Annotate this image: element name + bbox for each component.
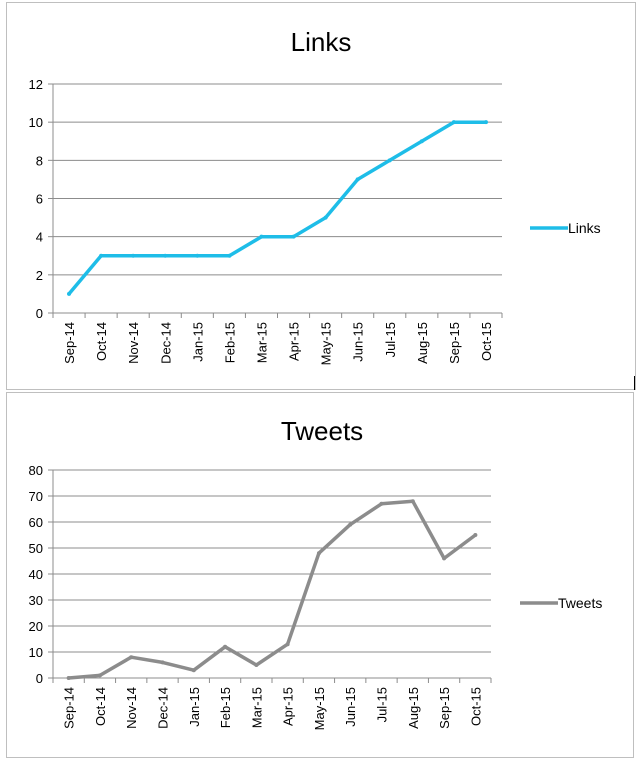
- links-legend-label: Links: [568, 220, 601, 236]
- tweets-y-tick-label: 80: [29, 463, 43, 478]
- tweets-chart-panel: Tweets 0 10 20 30 40 50 60 70 80 Sep-14 Oct-14 Nov-1…: [6, 392, 634, 758]
- tweets-data-point: [66, 676, 71, 680]
- links-data-point: [163, 253, 168, 258]
- links-data-point: [323, 215, 328, 220]
- links-chart-panel: Links 0 2 4 6 8 10 12 Sep-14 Oct-14 Nov-14 Dec-14 Ja…: [6, 2, 636, 390]
- tweets-y-tick-label: 70: [29, 489, 43, 504]
- tweets-chart: Tweets 0 10 20 30 40 50 60 70 80 Sep-14 Oct-14 Nov-1…: [29, 416, 603, 730]
- links-data-point: [131, 253, 136, 258]
- tweets-x-tick-label: Apr-15: [281, 687, 296, 726]
- tweets-x-tick-label: Aug-15: [406, 687, 421, 729]
- links-data-point: [387, 158, 392, 163]
- tweets-x-tick-label: Oct-15: [468, 687, 483, 726]
- links-x-tick-label: Dec-14: [158, 322, 173, 364]
- links-x-tick-label: Mar-15: [254, 322, 269, 363]
- links-data-point: [67, 291, 72, 296]
- links-x-tick-label: Jul-15: [383, 322, 398, 357]
- tweets-y-tick-label: 20: [29, 619, 43, 634]
- tweets-data-point: [379, 501, 384, 506]
- links-x-tick-label: Oct-14: [94, 322, 109, 361]
- tweets-data-point: [442, 556, 447, 561]
- links-y-tick-label: 4: [36, 230, 43, 245]
- links-y-tick-label: 2: [36, 268, 43, 283]
- links-y-tick-label: 8: [36, 153, 43, 168]
- tweets-x-tick-label: Nov-14: [124, 687, 139, 729]
- links-y-tick-label: 10: [29, 115, 43, 130]
- tweets-y-tick-label: 60: [29, 515, 43, 530]
- tweets-data-point: [160, 660, 165, 665]
- links-x-tick-label: May-15: [319, 322, 334, 365]
- links-data-point: [291, 234, 296, 239]
- tweets-data-point: [191, 668, 196, 673]
- links-x-tick-label: Sep-15: [447, 322, 462, 364]
- links-y-tick-label: 6: [36, 192, 43, 207]
- tweets-chart-title: Tweets: [281, 416, 363, 446]
- links-x-tick-label: Oct-15: [479, 322, 494, 361]
- links-data-point: [355, 177, 360, 182]
- links-x-tick-label: Feb-15: [222, 322, 237, 363]
- tweets-x-tick-label: Jun-15: [343, 687, 358, 727]
- links-chart-title: Links: [291, 27, 352, 57]
- tweets-x-tick-label: Mar-15: [249, 687, 264, 728]
- links-y-tick-label: 0: [36, 306, 43, 321]
- tweets-data-point: [97, 673, 102, 678]
- links-data-point: [419, 139, 424, 144]
- links-x-tick-label: Jan-15: [190, 322, 205, 362]
- links-data-point: [483, 120, 488, 125]
- tweets-legend-label: Tweets: [558, 595, 602, 611]
- tweets-x-tick-label: Jul-15: [375, 687, 390, 722]
- links-x-tick-label: Apr-15: [287, 322, 302, 361]
- links-series-line: [67, 120, 488, 296]
- links-data-point: [99, 253, 104, 258]
- links-y-tick-label: 12: [29, 77, 43, 92]
- links-data-point: [227, 253, 232, 258]
- links-data-point: [195, 253, 200, 258]
- tweets-y-tick-label: 0: [36, 671, 43, 686]
- links-chart: Links 0 2 4 6 8 10 12 Sep-14 Oct-14 Nov-14 Dec-14 Ja…: [29, 27, 601, 365]
- text-cursor: [634, 376, 635, 390]
- tweets-x-tick-label: Sep-14: [62, 687, 77, 729]
- links-x-tick-label: Nov-14: [126, 322, 141, 364]
- tweets-x-tick-label: Jan-15: [187, 687, 202, 727]
- tweets-series-line: [66, 499, 478, 680]
- tweets-x-tick-label: Oct-14: [93, 687, 108, 726]
- tweets-data-point: [473, 533, 478, 537]
- tweets-y-tick-label: 40: [29, 567, 43, 582]
- tweets-data-point: [129, 655, 134, 660]
- tweets-data-point: [410, 499, 415, 504]
- tweets-y-tick-label: 50: [29, 541, 43, 556]
- links-x-tick-label: Aug-15: [415, 322, 430, 364]
- tweets-data-point: [316, 551, 321, 556]
- tweets-x-tick-label: Sep-15: [437, 687, 452, 729]
- tweets-y-tick-label: 10: [29, 645, 43, 660]
- tweets-data-point: [348, 522, 353, 527]
- links-data-point: [451, 120, 456, 125]
- tweets-x-tick-label: Dec-14: [156, 687, 171, 729]
- tweets-x-tick-label: May-15: [312, 687, 327, 730]
- links-x-tick-label: Sep-14: [62, 322, 77, 364]
- tweets-y-tick-label: 30: [29, 593, 43, 608]
- tweets-x-tick-label: Feb-15: [218, 687, 233, 728]
- links-data-point: [259, 234, 264, 239]
- tweets-data-point: [223, 644, 228, 649]
- tweets-data-point: [254, 663, 259, 667]
- links-x-tick-label: Jun-15: [351, 322, 366, 362]
- tweets-data-point: [285, 642, 290, 647]
